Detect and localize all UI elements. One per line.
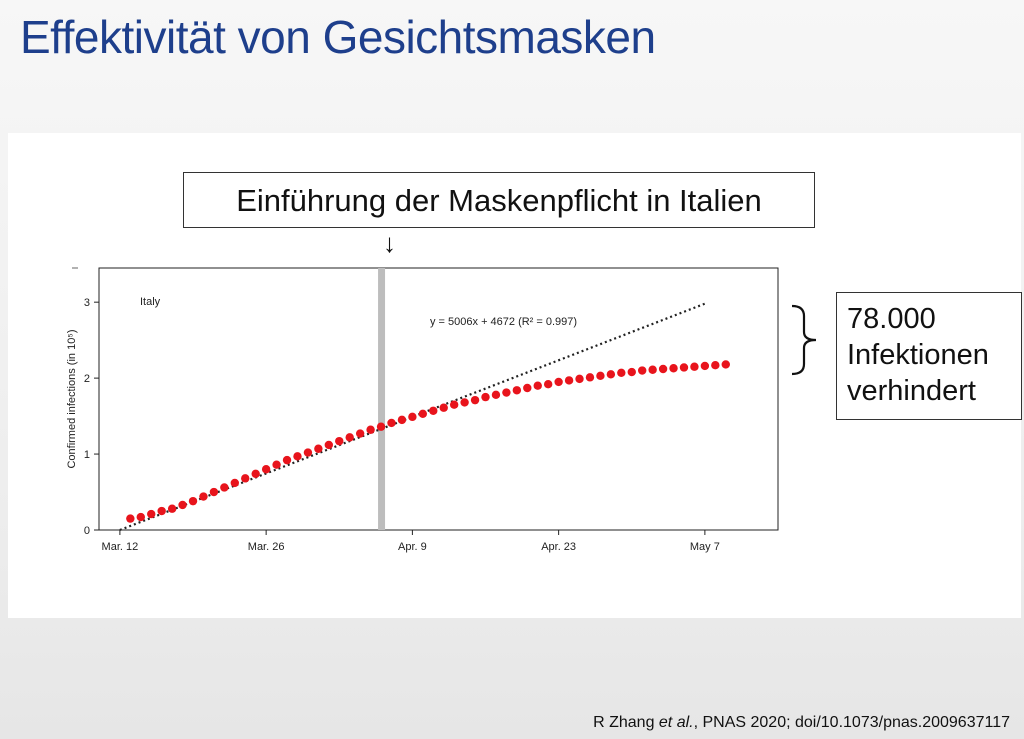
right-brace-icon — [791, 304, 817, 376]
y-tick-label: 1 — [84, 449, 90, 461]
data-point — [408, 412, 417, 422]
data-point — [617, 368, 626, 377]
data-point — [147, 509, 156, 519]
data-point — [596, 371, 605, 381]
data-point — [345, 433, 354, 442]
data-point — [481, 392, 490, 402]
prevented-infections-box: 78.000 Infektionen verhindert — [836, 292, 1022, 420]
data-point — [209, 487, 219, 497]
x-tick-label: Apr. 23 — [541, 541, 576, 553]
prevented-count: 78.000 — [847, 303, 936, 335]
data-point — [512, 386, 522, 395]
data-point — [199, 492, 208, 501]
x-tick-label: Mar. 26 — [248, 541, 285, 553]
data-point — [376, 422, 386, 431]
down-arrow-icon: ↓ — [383, 228, 396, 258]
data-point — [178, 500, 187, 510]
data-point — [648, 365, 657, 374]
data-point — [355, 429, 365, 438]
prevented-label-line1: Infektionen — [847, 339, 989, 371]
data-point — [669, 364, 678, 373]
data-point — [314, 444, 323, 453]
data-point — [575, 374, 584, 384]
data-point — [126, 514, 135, 523]
data-point — [335, 436, 344, 446]
data-point — [261, 465, 271, 474]
data-point — [470, 395, 480, 405]
data-point — [282, 455, 292, 465]
data-point — [564, 376, 574, 385]
data-point — [303, 448, 313, 457]
data-point — [502, 388, 511, 397]
data-point — [251, 469, 260, 479]
data-point — [658, 364, 668, 374]
intervention-bar — [378, 268, 386, 530]
data-point — [230, 478, 239, 488]
data-point — [585, 373, 595, 382]
y-tick-label: 3 — [84, 297, 90, 309]
data-point — [220, 483, 229, 492]
data-point — [241, 474, 250, 483]
y-tick-label: 2 — [84, 373, 90, 385]
data-point — [533, 381, 542, 390]
data-point — [324, 440, 334, 450]
plot-frame — [98, 267, 779, 531]
data-point — [293, 452, 302, 461]
y-tick-label: 0 — [84, 525, 90, 537]
panel-label: Italy — [140, 296, 161, 308]
data-point — [418, 409, 428, 419]
data-point — [439, 403, 448, 412]
data-point — [711, 361, 720, 370]
x-tick-label: Apr. 9 — [398, 541, 427, 553]
data-point — [679, 363, 689, 372]
data-point — [449, 400, 459, 409]
y-axis-label: Confirmed infections (in 10⁵) — [66, 329, 78, 468]
data-point — [700, 361, 710, 371]
data-point — [157, 506, 166, 516]
data-point — [523, 383, 532, 393]
x-tick-label: Mar. 12 — [102, 541, 139, 553]
data-point — [460, 398, 469, 407]
data-point — [397, 415, 407, 425]
data-point — [627, 367, 636, 377]
citation-author: R Zhang — [593, 714, 659, 731]
data-point — [167, 504, 177, 513]
data-point — [429, 406, 438, 415]
data-point — [272, 460, 281, 469]
x-tick-label: May 7 — [690, 541, 720, 553]
data-point — [491, 390, 501, 400]
data-point — [543, 379, 553, 389]
data-point — [366, 425, 375, 434]
prevented-label-line2: verhindert — [847, 375, 976, 407]
data-point — [606, 370, 616, 379]
citation-etal: et al. — [658, 714, 694, 731]
slide-title: Effektivität von Gesichtsmasken — [20, 11, 656, 63]
citation: R Zhang et al., PNAS 2020; doi/10.1073/p… — [593, 714, 1010, 732]
data-point — [136, 512, 145, 522]
data-point — [690, 362, 699, 371]
data-point — [554, 377, 563, 387]
data-point — [387, 418, 396, 428]
data-point — [638, 366, 647, 375]
data-point — [188, 496, 198, 506]
citation-rest: , PNAS 2020; doi/10.1073/pnas.2009637117 — [693, 714, 1010, 731]
mask-mandate-callout: Einführung der Maskenpflicht in Italien — [183, 172, 815, 228]
fit-equation: y = 5006x + 4672 (R² = 0.997) — [430, 316, 577, 328]
data-point — [721, 360, 730, 369]
